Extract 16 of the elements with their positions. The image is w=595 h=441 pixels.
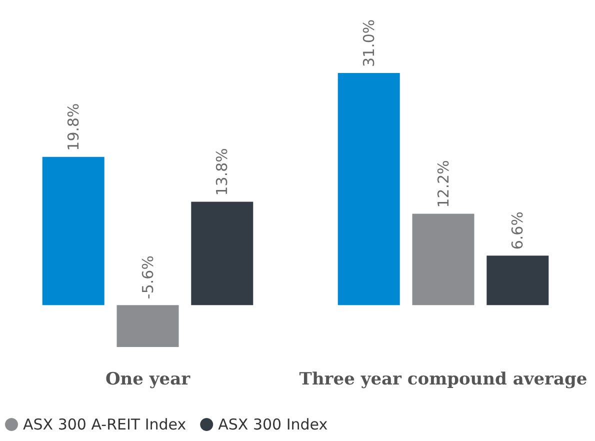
x-tick-label: One year: [105, 370, 192, 390]
x-tick-label: Three year compound average: [299, 370, 588, 390]
data-label: -5.6%: [138, 256, 157, 300]
data-label: 31.0%: [360, 19, 378, 67]
bar: [412, 214, 474, 306]
data-label: 6.6%: [508, 212, 527, 250]
bar: [486, 256, 549, 306]
bar: [42, 156, 104, 306]
bar: [191, 202, 254, 306]
data-label: 19.8%: [64, 103, 82, 151]
bar: [338, 73, 400, 306]
data-label: 12.2%: [434, 160, 452, 208]
legend-label: ASX 300 Index: [218, 416, 328, 434]
legend-label: ASX 300 A-REIT Index: [23, 416, 186, 434]
bar: [116, 305, 179, 347]
data-label: 13.8%: [213, 148, 232, 196]
